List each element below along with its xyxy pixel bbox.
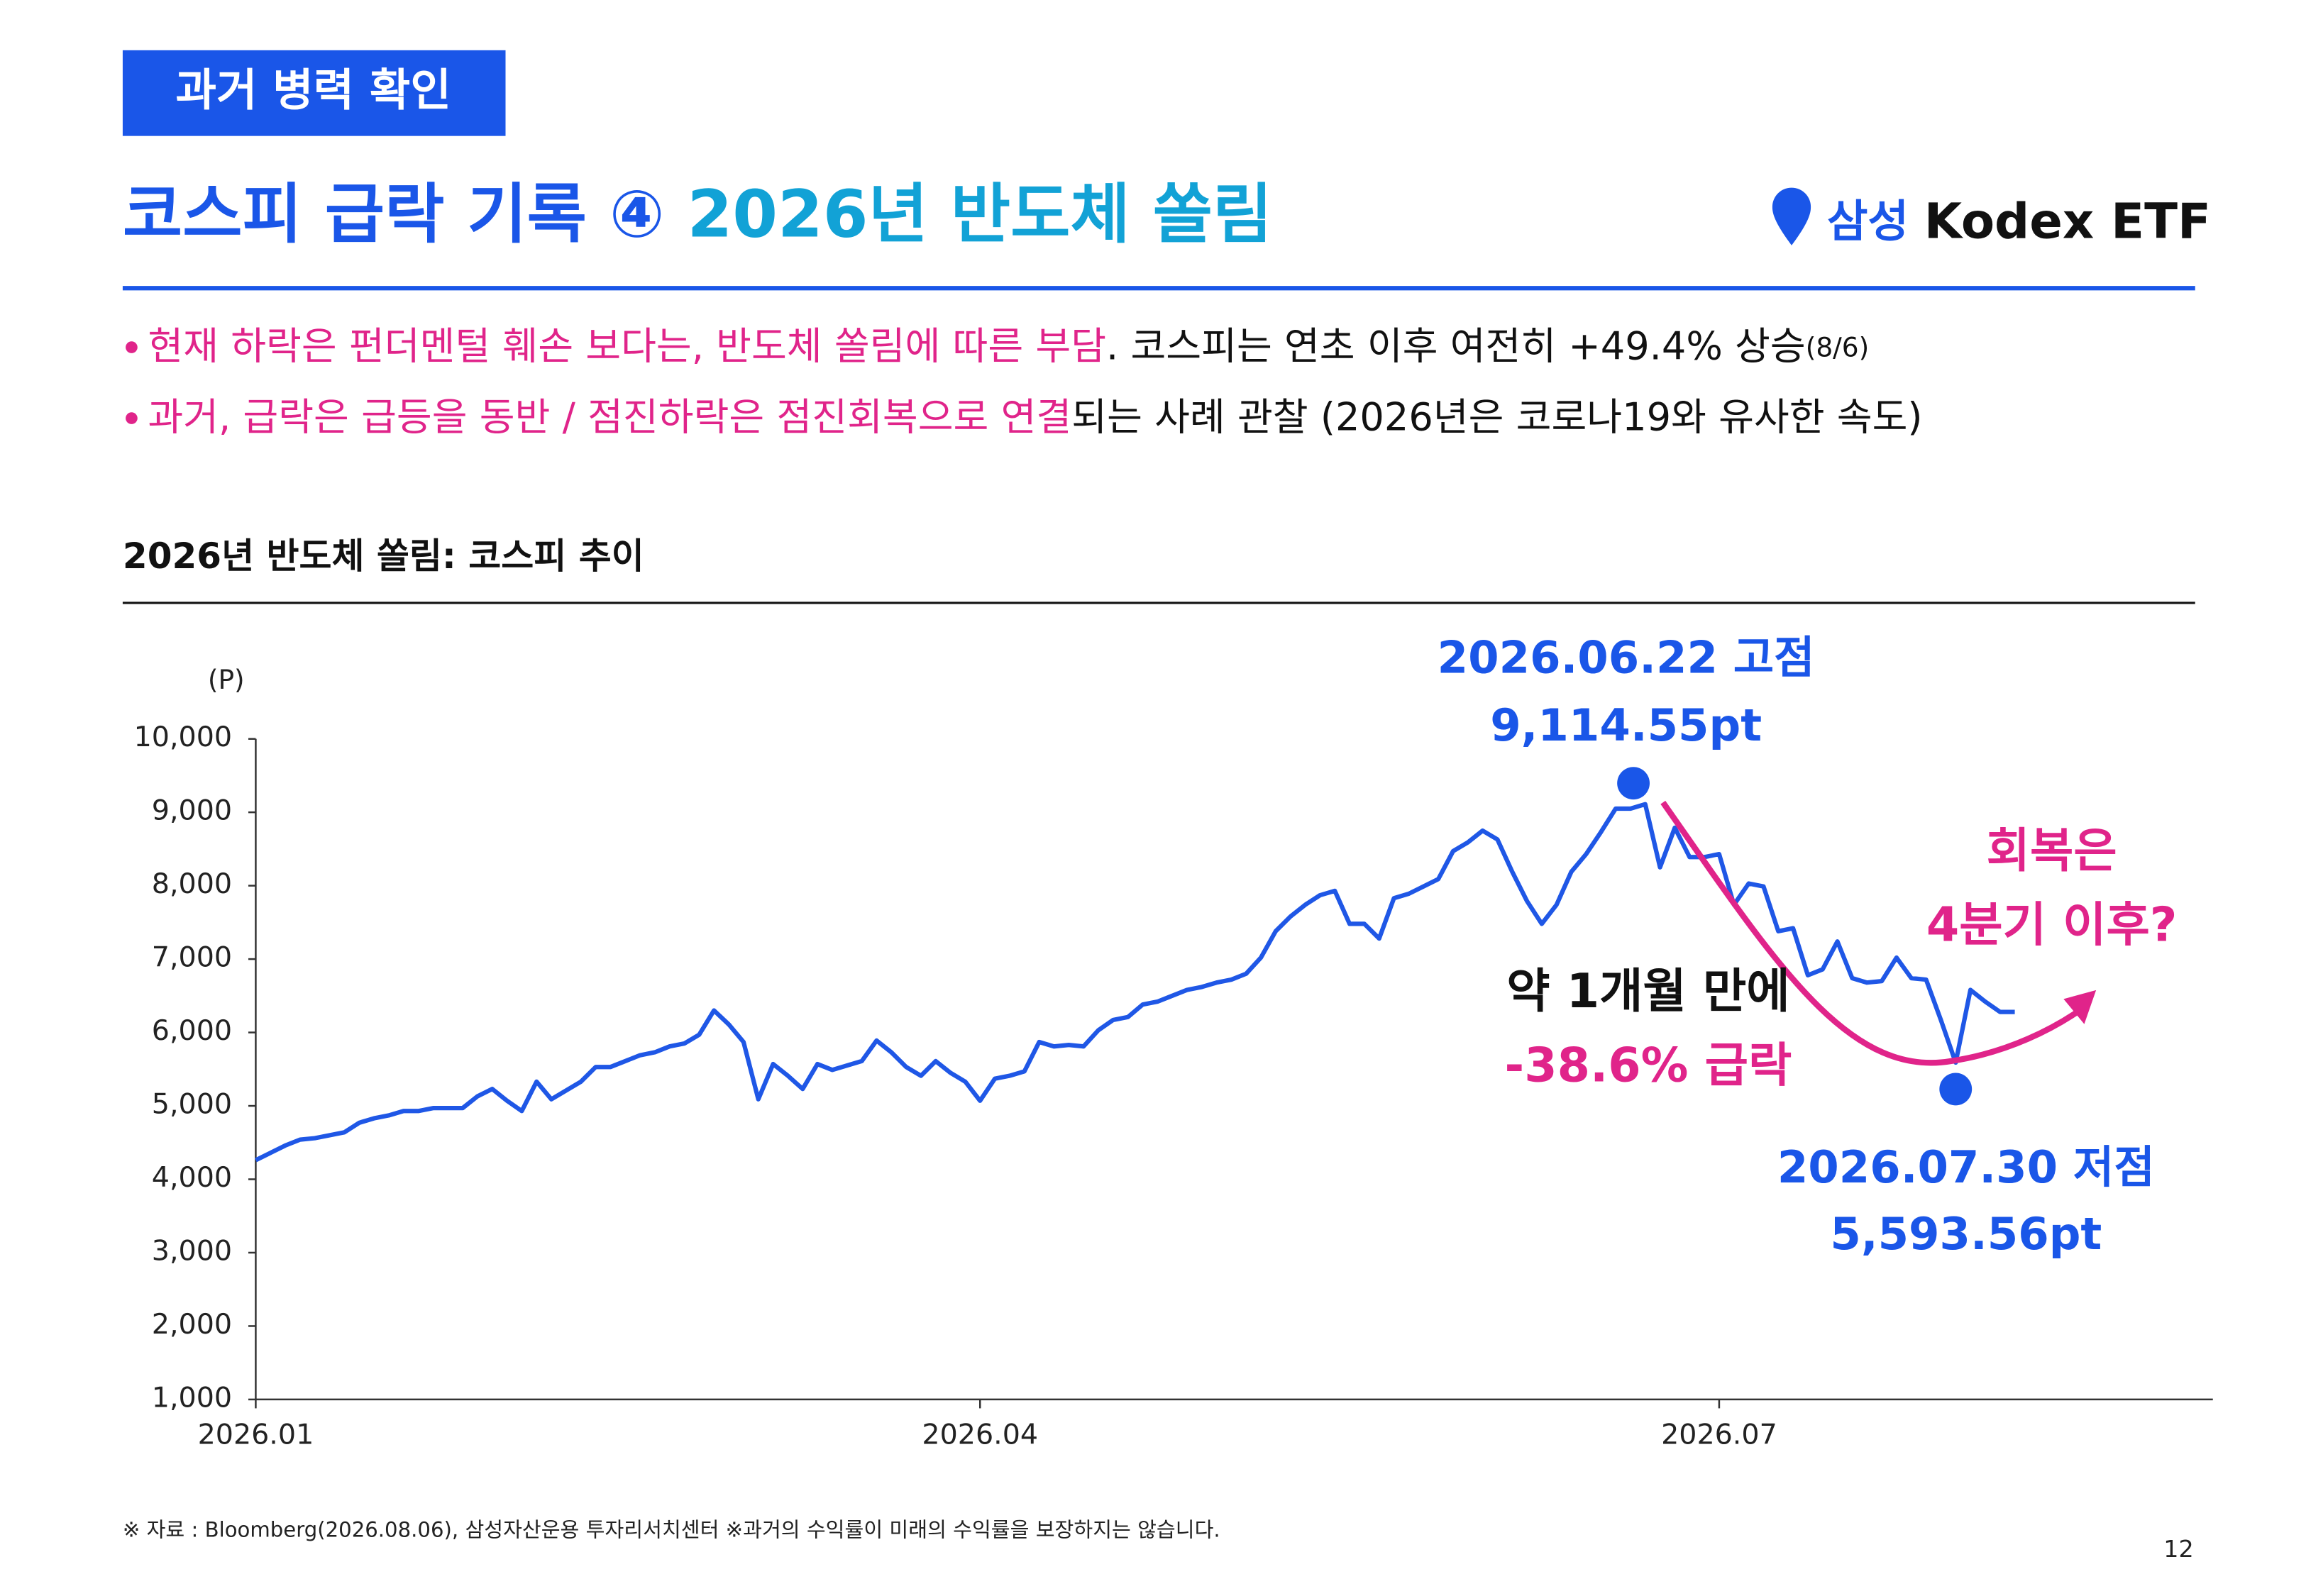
logo-product: Kodex ETF — [1924, 194, 2211, 250]
bullet-note: (8/6) — [1806, 331, 1870, 362]
y-tick-label: 6,000 — [152, 1014, 232, 1047]
annotation: 9,114.55pt — [1490, 699, 1762, 751]
series-line — [255, 802, 2015, 1163]
trend-arrow — [1660, 800, 2079, 1066]
annotation: 2026.06.22 고점 — [1438, 631, 1815, 683]
y-tick-label: 8,000 — [152, 868, 232, 900]
title-sub: 2026년 반도체 쏠림 — [687, 176, 1272, 252]
x-tick-label: 2026.07 — [1661, 1419, 1777, 1451]
x-tick-label: 2026.01 — [198, 1419, 314, 1451]
low-dot — [1939, 1073, 1973, 1106]
bullet-text: . 코스피는 연초 이후 여전히 +49.4% 상승 — [1106, 323, 1806, 368]
logo-brand: 삼성 — [1827, 196, 1909, 248]
y-tick-label: 3,000 — [152, 1234, 232, 1267]
y-tick-label: 2,000 — [152, 1308, 232, 1341]
tag: 과거 병력 확인 — [175, 64, 451, 116]
title: 코스피 급락 기록 ④ 2026년 반도체 쏠림 — [123, 176, 1272, 252]
tag-box — [122, 50, 506, 136]
bullet: 과거, 급락은 급등을 동반 / 점진하락은 점진회복으로 연결되는 사례 관찰… — [148, 394, 1922, 439]
logo-pin — [1772, 187, 1811, 245]
y-tick-label: 10,000 — [134, 721, 233, 753]
y-unit: (P) — [208, 664, 245, 695]
bullet-dot — [126, 412, 138, 424]
annotation: 약 1개월 만에 — [1506, 963, 1789, 1019]
y-tick-label: 5,000 — [152, 1088, 232, 1121]
y-tick-label: 9,000 — [152, 794, 232, 827]
annotation: 5,593.56pt — [1830, 1208, 2102, 1260]
footnote: ※ 자료 : Bloomberg(2026.08.06), 삼성자산운용 투자리… — [123, 1517, 1220, 1541]
bullet: 현재 하락은 펀더멘털 훼손 보다는, 반도체 쏠림에 따른 부담. 코스피는 … — [148, 323, 1869, 368]
y-tick-label: 1,000 — [152, 1381, 232, 1414]
chart-title: 2026년 반도체 쏠림: 코스피 추이 — [123, 536, 644, 577]
bullet-highlight: 현재 하락은 펀더멘털 훼손 보다는, 반도체 쏠림에 따른 부담 — [148, 323, 1106, 368]
annotation: -38.6% 급락 — [1505, 1037, 1792, 1092]
arrow-head — [2063, 990, 2097, 1024]
x-tick-label: 2026.04 — [922, 1419, 1038, 1451]
bullet-highlight: 과거, 급락은 급등을 동반 / 점진하락은 점진회복으로 연결 — [148, 394, 1071, 439]
page-number: 12 — [2163, 1535, 2193, 1563]
plot: 1,000 2,000 3,000 4,000 5,000 6,000 7,000 8,000… — [134, 721, 2015, 1451]
y-tick-label: 7,000 — [152, 941, 232, 974]
bullet-dot — [126, 341, 138, 353]
title-main: 코스피 급락 기록 ④ — [123, 176, 665, 252]
logo: 삼성 Kodex ETF — [1827, 194, 2211, 250]
bullet-text: 되는 사례 관찰 (2026년은 코로나19와 유사한 속도) — [1071, 394, 1922, 439]
annotation: 4분기 이후? — [1926, 897, 2178, 952]
annotation: 2026.07.30 저점 — [1777, 1141, 2155, 1193]
annotation: 회복은 — [1987, 823, 2117, 878]
y-tick-label: 4,000 — [152, 1161, 232, 1194]
peak-dot — [1617, 767, 1650, 800]
